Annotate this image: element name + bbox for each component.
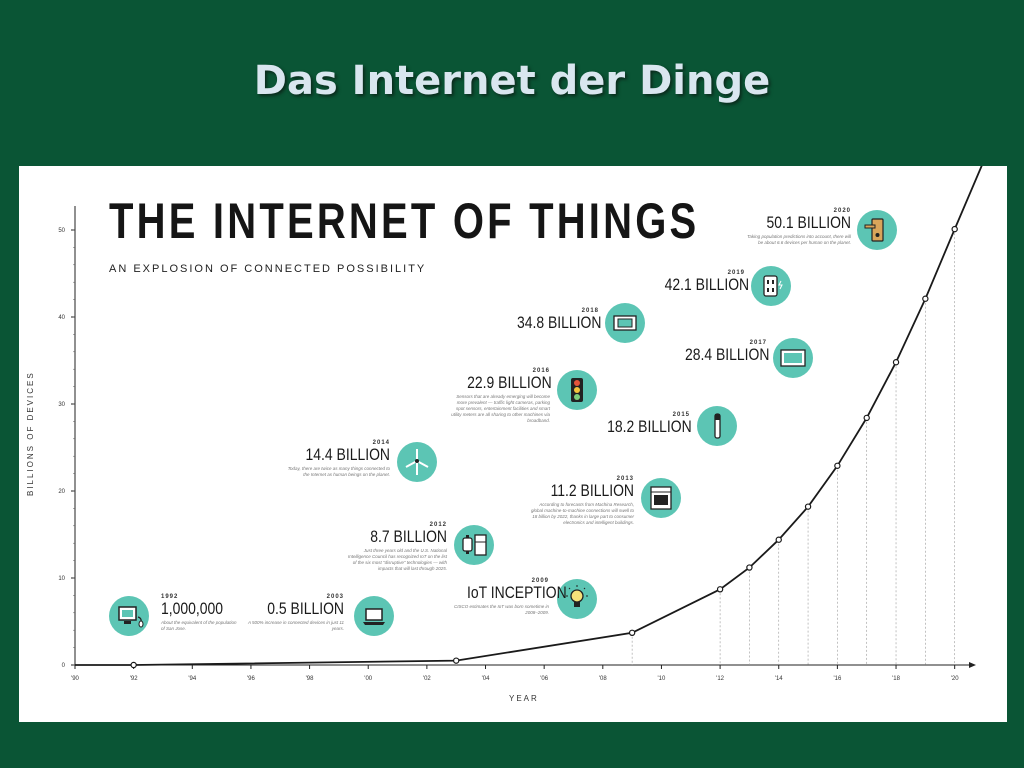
annotation-year: 2012 [429,522,447,528]
annotation-value: 22.9 BILLION [467,373,552,392]
lightbulb-icon [557,579,597,619]
outlet-icon [751,266,791,306]
smartwatch-icon [454,525,494,565]
x-tick-label: '08 [599,676,607,682]
data-point [951,225,958,233]
x-tick-label: '16 [833,676,841,682]
annotation-2015: 2015 18.2 BILLION [589,412,692,436]
annotation-2019: 2019 42.1 BILLION [647,270,750,294]
chart-subtitle: AN EXPLOSION OF CONNECTED POSSIBILITY [109,263,427,275]
annotation-2013: 2013 11.2 BILLION According to forecasts… [529,476,634,526]
annotation-desc: Sensors that are already emerging will b… [451,393,550,424]
annotation-1992: 1992 1,000,000 About the equivalent of t… [161,594,241,632]
annotation-desc: Today, there are twice as many things co… [287,465,390,477]
oven-icon [641,478,681,518]
y-tick-label: 40 [58,315,65,321]
data-point [130,661,137,669]
thermostat-icon [605,303,645,343]
x-tick-label: '10 [658,676,666,682]
door-lock-icon [857,210,897,250]
annotation-desc: Just three years old and the U.S. Nation… [347,547,447,572]
annotation-year: 2017 [749,340,767,346]
y-tick-label: 0 [62,663,66,669]
annotation-year: 2019 [727,270,745,276]
slide-title: Das Internet der Dinge [253,58,771,104]
tv-icon [773,338,813,378]
y-tick-label: 30 [58,402,65,408]
x-tick-label: '06 [540,676,548,682]
x-tick-label: '98 [306,676,314,682]
data-point [628,629,636,637]
y-tick-label: 50 [58,228,65,234]
traffic-light-icon [557,370,597,410]
x-tick-label: '00 [364,676,372,682]
x-tick-label: '14 [775,676,783,682]
annotation-2014: 2014 14.4 BILLION Today, there are twice… [287,440,390,478]
data-point [746,564,753,571]
annotation-2016: 2016 22.9 BILLION Sensors that are alrea… [449,368,552,424]
annotation-year: 1992 [161,594,179,600]
data-point [834,462,841,469]
annotation-year: 2018 [581,308,599,314]
annotation-2003: 2003 0.5 BILLION A 500% increase in conn… [244,594,344,632]
laptop-icon [354,596,394,636]
data-point [716,586,724,593]
annotation-year: 2014 [372,440,390,446]
annotation-desc: About the equivalent of the population o… [161,619,237,631]
y-tick-label: 20 [58,489,65,495]
series-line [75,166,983,666]
annotation-2012: 2012 8.7 BILLION Just three years old an… [344,522,447,572]
annotation-value: 42.1 BILLION [664,275,750,294]
wind-turbine-icon [397,442,437,482]
annotation-2017: 2017 28.4 BILLION [667,340,770,364]
data-point [863,414,870,422]
annotation-value: 1,000,000 [161,599,224,618]
computer-icon [109,596,149,636]
annotation-desc: A 500% increase in connected devices in … [247,619,344,631]
annotation-desc: CISCO estimates the IoT was born sometim… [453,603,549,615]
annotation-value: 28.4 BILLION [685,345,770,364]
x-tick-label: '04 [482,676,490,682]
annotation-year: 2015 [672,412,690,418]
x-tick-label: '02 [423,676,431,682]
annotation-value: 8.7 BILLION [370,527,447,546]
annotation-2018: 2018 34.8 BILLION [499,308,602,332]
x-tick-label: '90 [71,676,79,682]
x-tick-label: '96 [247,676,255,682]
chart-title: THE INTERNET OF THINGS [109,193,700,249]
data-point [804,503,812,510]
annotation-desc: Taking population predictions into accou… [747,233,851,245]
annotation-year: 2013 [616,476,634,482]
annotation-year: 2020 [833,208,851,214]
x-tick-label: '94 [188,676,196,682]
x-tick-label: '12 [716,676,724,682]
annotation-value: 14.4 BILLION [305,445,391,464]
infographic-panel: 0 10 20 30 40 50 '90 '92 '94 '96 '98 '00 '02 '04 '06 '0… [19,166,1007,722]
data-point [775,536,782,543]
x-tick-label: '20 [951,676,959,682]
line-chart: 0 10 20 30 40 50 '90 '92 '94 '96 '98 '00 '02 '04 '06 '0… [58,166,983,682]
toothbrush-icon [697,406,737,446]
annotation-year: 2003 [326,594,344,600]
annotation-value: 0.5 BILLION [267,599,344,618]
annotation-2009: 2009 IoT INCEPTION CISCO estimates the I… [449,578,567,616]
annotation-2020: 2020 50.1 BILLION Taking population pred… [747,208,851,246]
annotation-value: 34.8 BILLION [517,313,602,332]
x-tick-label: '18 [892,676,900,682]
annotation-value: 50.1 BILLION [766,213,851,232]
data-point [452,657,460,664]
annotation-value: IoT INCEPTION [467,583,567,602]
y-axis-label: BILLIONS OF DEVICES [26,371,35,496]
annotation-value: 18.2 BILLION [607,417,692,436]
annotation-value: 11.2 BILLION [550,481,634,500]
data-point [922,295,929,302]
annotation-year: 2009 [531,578,549,584]
annotation-year: 2016 [532,368,550,374]
x-axis-label: YEAR [509,694,539,703]
x-tick-label: '92 [130,676,138,682]
data-point [892,359,900,366]
annotation-desc: According to forecasts from Machina Rese… [530,501,634,526]
y-tick-label: 10 [58,576,65,582]
x-axis-arrow [969,662,976,668]
